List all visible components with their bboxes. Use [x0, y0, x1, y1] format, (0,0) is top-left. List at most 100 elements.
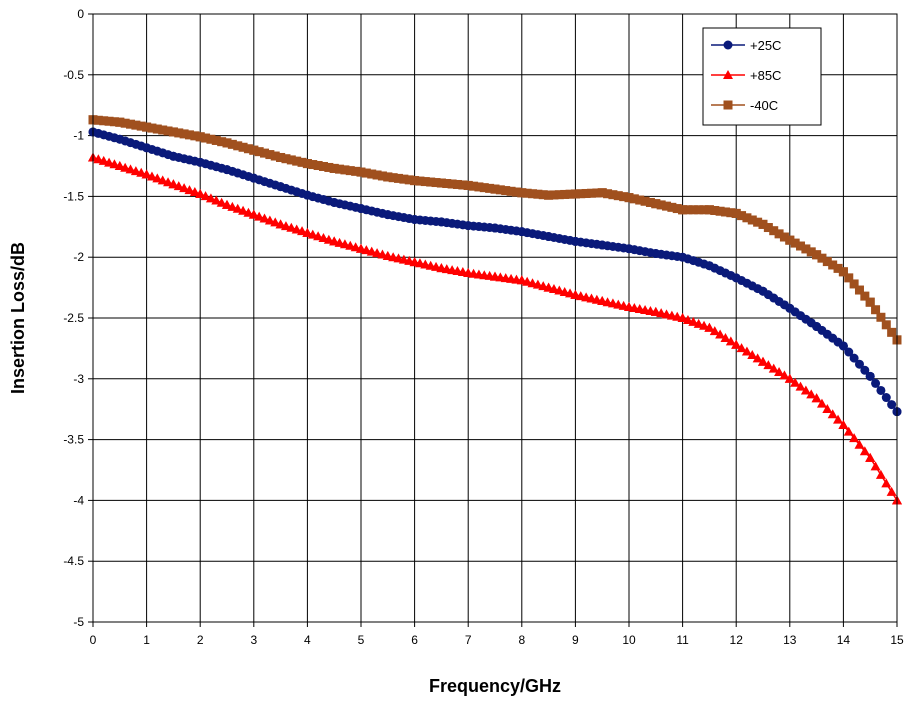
sweep-point: [206, 134, 216, 144]
sweep-point: [796, 241, 806, 251]
sweep-point: [688, 205, 698, 215]
sweep-point: [817, 253, 827, 263]
y-axis-title: Insertion Loss/dB: [8, 242, 28, 394]
sweep-point: [849, 279, 859, 289]
sweep-point: [173, 181, 184, 191]
sweep-point: [511, 187, 521, 197]
sweep-point: [811, 393, 822, 403]
y-axis-ticks: 0 -0.5 -1 -1.5 -2 -2.5 -3 -3.5 -4 -4.5 -5: [63, 7, 93, 629]
sweep-point: [318, 161, 328, 171]
sweep-point: [179, 183, 190, 193]
sweep-point: [683, 205, 693, 215]
sweep-point: [367, 169, 377, 179]
sweep-point: [678, 205, 688, 215]
sweep-point: [270, 151, 280, 161]
sweep-point: [201, 133, 211, 143]
sweep-point: [886, 486, 897, 496]
sweep-point: [99, 116, 109, 126]
sweep-point: [608, 190, 618, 200]
sweep-point: [747, 215, 757, 225]
sweep-point: [795, 381, 806, 391]
sweep-point: [126, 119, 136, 129]
sweep-point: [388, 173, 398, 183]
sweep-point: [276, 152, 286, 162]
y-tick-label: -4: [73, 493, 84, 507]
sweep-point: [731, 208, 741, 218]
sweep-point: [157, 175, 168, 185]
sweep-point: [871, 378, 881, 388]
sweep-point: [264, 215, 275, 225]
sweep-point: [104, 116, 114, 126]
sweep-point: [704, 205, 714, 215]
sweep-point: [195, 132, 205, 142]
sweep-point: [881, 320, 891, 330]
plot-frame: [92, 13, 898, 623]
x-tick-label: 10: [622, 633, 636, 647]
sweep-point: [619, 192, 629, 202]
sweep-point: [758, 356, 768, 366]
sweep-point: [693, 318, 704, 328]
legend: +25C +85C -40C: [702, 27, 822, 126]
sweep-point: [265, 150, 275, 160]
sweep-point: [329, 163, 339, 173]
sweep-point: [784, 373, 795, 383]
sweep-point: [801, 244, 811, 254]
sweep-point: [490, 184, 500, 194]
sweep-point: [222, 199, 232, 209]
sweep-point: [280, 221, 291, 231]
sweep-point: [232, 203, 243, 213]
series-2: [88, 152, 902, 505]
sweep-point: [394, 173, 404, 183]
sweep-point: [629, 194, 639, 204]
sweep-point: [205, 193, 216, 203]
sweep-point: [752, 353, 763, 363]
sweep-point: [142, 122, 152, 132]
sweep-point: [768, 363, 779, 373]
sweep-point: [479, 183, 489, 193]
sweep-point: [463, 180, 473, 190]
sweep-point: [763, 360, 774, 370]
sweep-point: [308, 160, 318, 170]
sweep-point: [152, 124, 162, 134]
sweep-point: [806, 247, 816, 257]
sweep-point: [404, 175, 414, 185]
series-group: [88, 115, 902, 505]
y-tick-label: -0.5: [63, 68, 84, 82]
sweep-point: [720, 332, 731, 342]
sweep-point: [179, 129, 189, 139]
sweep-point: [281, 154, 291, 164]
sweep-point: [651, 199, 661, 209]
sweep-point: [361, 168, 371, 178]
sweep-point: [860, 291, 870, 301]
sweep-point: [715, 206, 725, 216]
y-tick-label: -1: [73, 129, 84, 143]
x-tick-label: 6: [411, 633, 418, 647]
sweep-point: [146, 171, 157, 181]
sweep-point: [136, 121, 146, 131]
sweep-point: [876, 385, 886, 395]
sweep-point: [533, 189, 543, 199]
sweep-point: [120, 118, 130, 128]
sweep-point: [838, 267, 848, 277]
sweep-point: [576, 189, 586, 199]
sweep-point: [130, 166, 141, 176]
sweep-point: [131, 120, 141, 130]
sweep-point: [238, 142, 248, 152]
sweep-point: [854, 359, 864, 369]
sweep-point: [158, 125, 168, 135]
sweep-point: [200, 191, 211, 201]
legend-entry: +85C: [711, 68, 781, 83]
sweep-point: [854, 439, 865, 449]
sweep-point: [292, 156, 302, 166]
sweep-point: [747, 349, 758, 359]
y-tick-label: -3.5: [63, 433, 84, 447]
sweep-point: [243, 207, 254, 217]
sweep-point: [677, 313, 688, 322]
sweep-point: [565, 189, 575, 199]
sweep-point: [843, 426, 854, 436]
sweep-point: [217, 137, 227, 147]
sweep-point: [672, 204, 682, 214]
sweep-point: [211, 195, 222, 205]
sweep-point: [426, 177, 436, 187]
x-axis-ticks: 0 1 2 3 4 5 6 7 8 9 10 11 12 13 14 15: [90, 622, 904, 647]
